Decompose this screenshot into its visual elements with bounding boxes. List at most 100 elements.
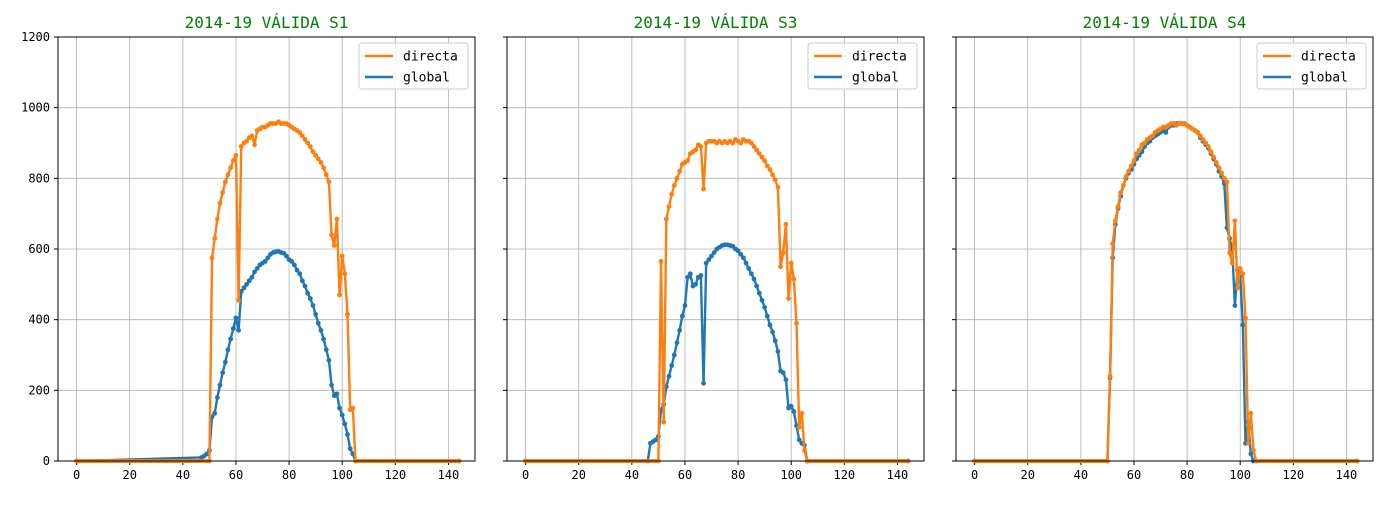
data-point-directa [244,138,249,144]
data-point-directa [1245,440,1251,446]
data-point-directa [1208,149,1214,155]
y-tick-label: 400 [28,313,50,327]
data-point-directa [305,140,311,146]
x-tick-label: 120 [384,468,406,482]
data-point-directa [663,216,669,222]
data-point-global [796,437,802,443]
data-point-global [770,329,776,335]
data-point-global [329,382,334,388]
data-point-directa [345,311,350,317]
data-point-directa [334,216,340,222]
data-point-global [1240,322,1246,328]
data-point-directa [1123,174,1129,179]
data-point-global [217,382,223,388]
data-point-directa [252,142,257,148]
x-tick-label: 80 [1180,468,1194,482]
x-tick-label: 60 [1127,468,1141,482]
data-point-global [252,269,257,275]
data-point-global [754,283,760,289]
x-tick-label: 40 [176,468,190,482]
data-point-directa [1195,130,1201,135]
data-point-global [772,338,778,344]
data-point-global [669,363,675,368]
data-point-directa [350,405,356,411]
data-point-directa [1205,144,1211,149]
data-point-directa [1131,158,1137,164]
x-tick-label: 120 [833,468,855,482]
data-point-directa [788,260,794,266]
data-point-global [230,326,236,331]
data-point-global [214,395,220,400]
data-point-directa [671,183,677,188]
data-point-global [735,248,741,254]
data-point-global [302,283,308,289]
data-point-directa [783,221,789,227]
data-point-directa [772,177,778,183]
data-point-global [685,274,691,280]
data-point-global [297,271,303,277]
data-point-global [693,281,698,287]
data-point-directa [730,140,736,146]
data-point-directa [1134,151,1140,157]
data-point-directa [222,179,228,185]
data-point-directa [1200,137,1206,142]
data-point-global [701,380,706,386]
data-point-directa [1240,271,1246,277]
legend: directa global [1256,42,1367,90]
x-tick-label: 140 [1336,468,1358,482]
data-point-directa [1118,190,1124,195]
data-point-directa [778,264,783,270]
data-point-global [743,260,749,266]
data-point-global [222,359,228,365]
data-point-global [244,281,249,287]
data-point-directa [214,216,220,222]
data-point-global [249,274,255,280]
x-tick-label: 80 [282,468,296,482]
data-point-directa [738,140,744,146]
data-point-global [711,250,717,255]
data-point-directa [791,276,797,282]
chart-panel-2: 0 20 40 60 80 100 120 140 2014-19 VÁLIDA S3 direc… [503,13,925,482]
data-point-global [1248,451,1254,457]
data-point-global [347,446,353,452]
legend-label-global: global [1301,71,1348,86]
data-point-global [682,303,688,308]
chart-title: 2014-19 VÁLIDA S3 [634,13,798,32]
data-point-directa [323,172,329,178]
data-point-directa [762,158,768,164]
data-point-global [238,289,244,294]
y-tick-label: 600 [28,242,50,256]
legend-label-directa: directa [1301,50,1356,65]
data-point-global [698,273,704,278]
data-point-directa [1203,140,1209,146]
axes-frame [57,36,476,462]
data-point-global [751,276,757,282]
chart-title: 2014-19 VÁLIDA S4 [1083,13,1247,32]
data-point-global [687,271,693,277]
x-tick-label: 140 [887,468,909,482]
data-point-directa [1235,285,1240,291]
data-point-global [284,253,289,259]
data-point-directa [236,297,242,303]
data-point-directa [1150,133,1155,139]
data-point-global [305,290,311,296]
data-point-global [666,373,672,379]
data-point-global [233,315,239,321]
data-point-directa [302,137,308,142]
data-point-global [780,370,786,376]
data-point-global [1232,303,1238,308]
x-tick-label: 20 [1020,468,1034,482]
data-point-global [342,421,348,427]
data-point-directa [1136,147,1142,153]
y-tick-label: 0 [43,454,50,468]
data-point-global [746,266,752,271]
data-point-directa [756,151,762,157]
data-point-global [323,347,329,353]
data-point-global [294,267,300,273]
data-point-directa [209,255,215,261]
data-point-directa [759,154,765,160]
data-point-global [738,251,744,257]
data-point-global [318,327,324,333]
y-tick-label: 1200 [21,30,50,44]
